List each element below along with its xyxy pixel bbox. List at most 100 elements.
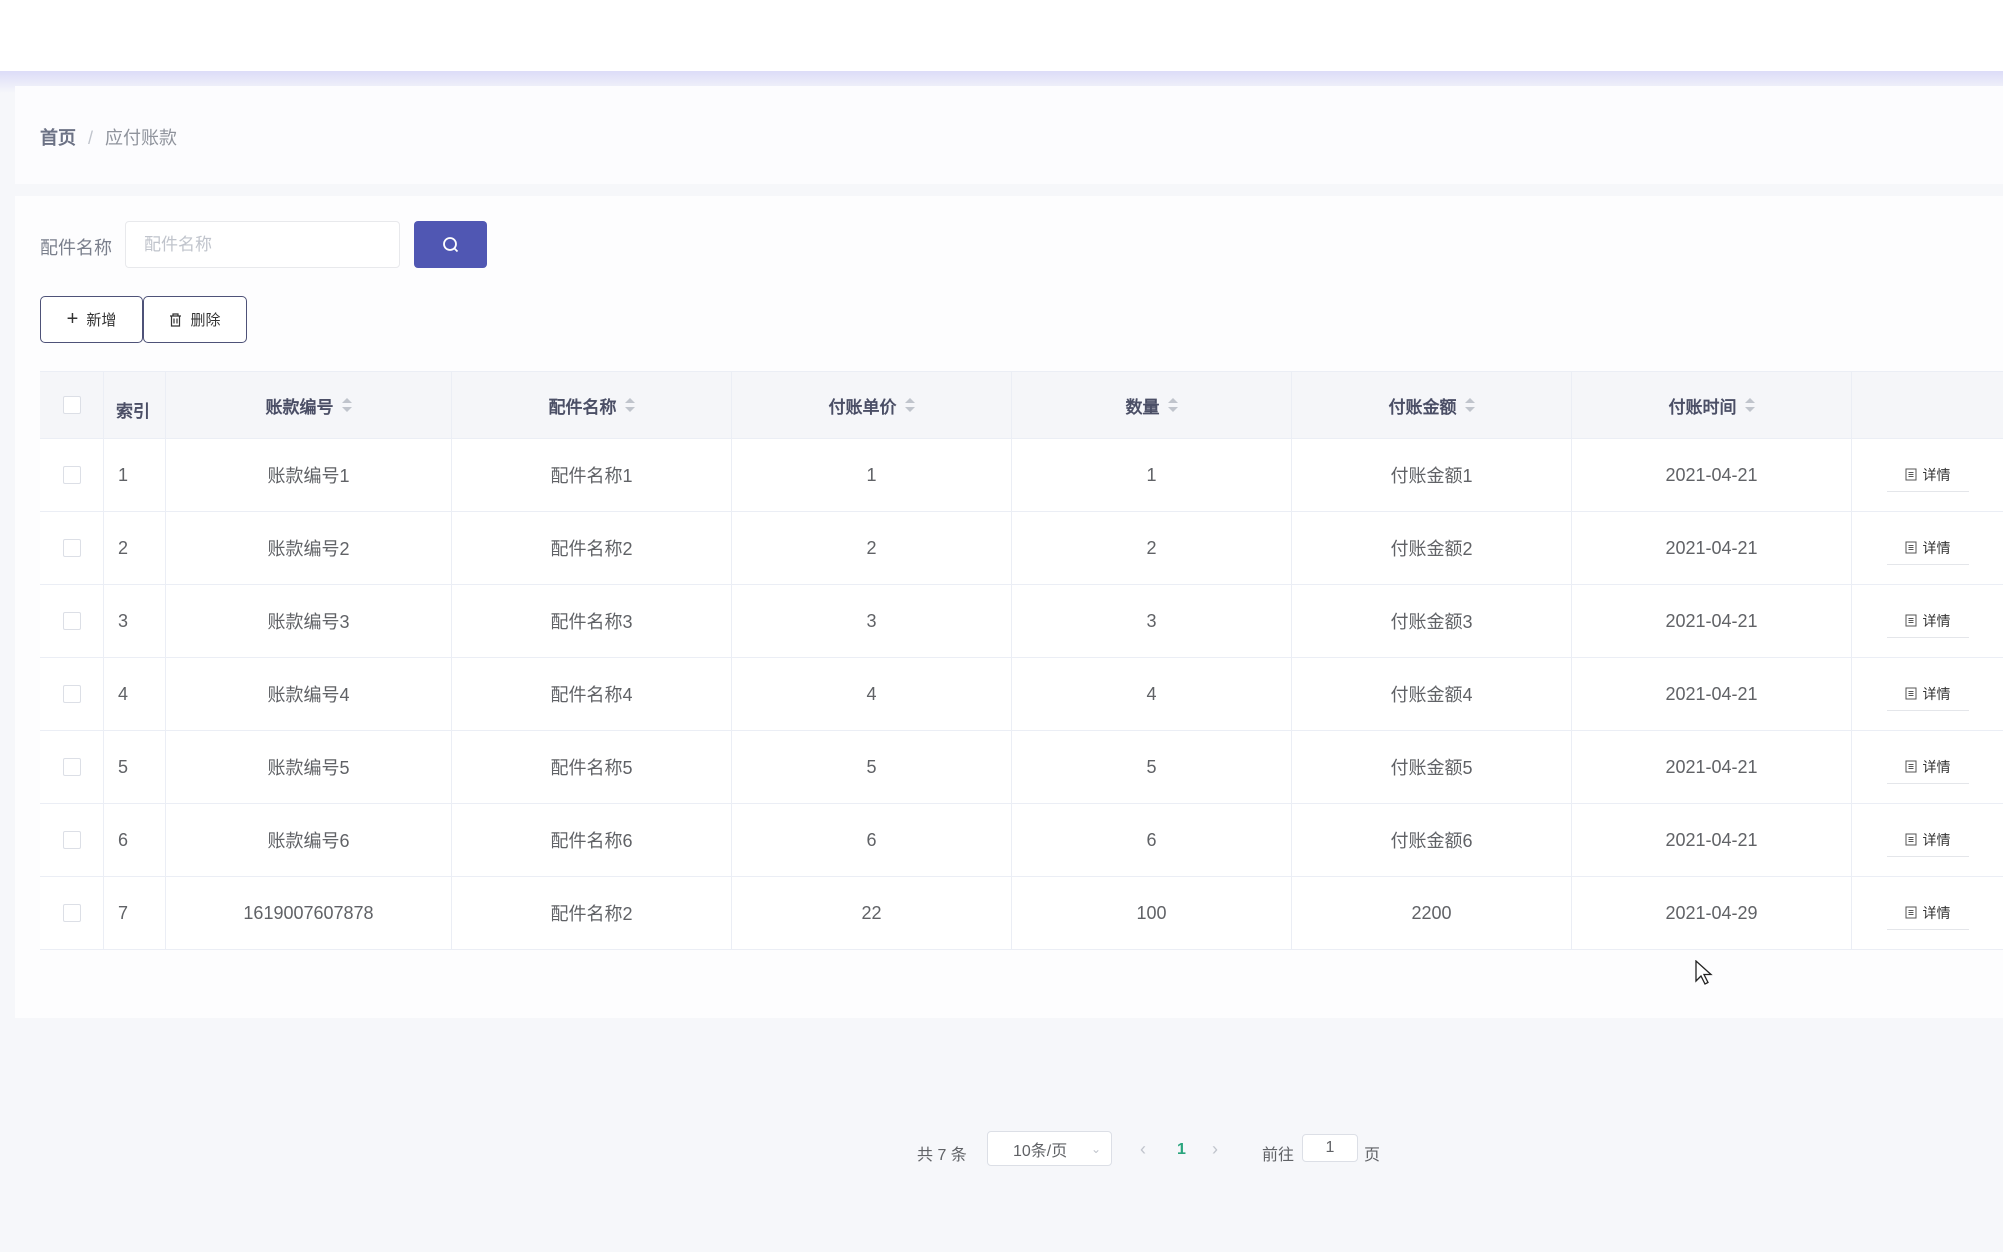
header-label: 付账单价 <box>828 397 897 417</box>
search-icon <box>442 236 458 252</box>
table-cell: 付账金额2 <box>1291 512 1571 584</box>
cell-text: 付账金额3 <box>1390 612 1473 632</box>
header-label: 配件名称 <box>548 397 617 417</box>
trash-icon <box>170 312 182 327</box>
header-label: 数量 <box>1125 397 1160 417</box>
document-icon <box>1905 687 1916 700</box>
cell-text: 账款编号4 <box>267 685 350 705</box>
detail-button[interactable]: 详情 <box>1886 824 1969 857</box>
table-cell: 配件名称6 <box>451 804 731 876</box>
header-cell[interactable]: 付账金额 <box>1291 372 1571 438</box>
cell-text: 账款编号2 <box>267 539 350 559</box>
table-cell: 账款编号1 <box>165 439 451 511</box>
table-row: 4 账款编号4 配件名称4 4 4 付账金额4 2021-04-21 详情 <box>40 658 2003 731</box>
sort-icon[interactable] <box>904 398 915 412</box>
sort-icon[interactable] <box>624 398 635 412</box>
table-row: 7 1619007607878 配件名称2 22 100 2200 2021-04-29 详情 <box>40 877 2003 950</box>
table-cell: 6 <box>103 804 165 876</box>
document-icon <box>1905 906 1916 919</box>
table-cell <box>40 439 103 511</box>
cell-text: 1 <box>866 464 877 485</box>
row-checkbox[interactable] <box>62 831 81 849</box>
breadcrumb-home[interactable]: 首页 <box>40 128 76 148</box>
select-all-checkbox[interactable] <box>62 396 81 414</box>
prev-page-icon[interactable]: ‹ <box>1140 1139 1146 1159</box>
page-number-current[interactable]: 1 <box>1177 1141 1186 1158</box>
detail-button[interactable]: 详情 <box>1886 605 1969 638</box>
header-label: 账款编号 <box>265 397 334 417</box>
table-row: 1 账款编号1 配件名称1 1 1 付账金额1 2021-04-21 详情 <box>40 439 2003 512</box>
next-page-icon[interactable]: › <box>1212 1139 1218 1159</box>
header-cell <box>1851 372 2003 438</box>
table-cell: 2 <box>1011 512 1291 584</box>
search-input[interactable] <box>125 221 400 268</box>
table-cell: 付账金额5 <box>1291 731 1571 803</box>
cell-text: 配件名称3 <box>550 612 633 632</box>
plus-icon: + <box>66 308 79 330</box>
cell-text: 22 <box>861 902 882 923</box>
table-cell: 详情 <box>1851 804 2003 876</box>
search-label: 配件名称 <box>40 238 112 258</box>
row-checkbox[interactable] <box>62 539 81 557</box>
table-cell: 账款编号3 <box>165 585 451 657</box>
row-checkbox[interactable] <box>62 612 81 630</box>
table-cell: 4 <box>731 658 1011 730</box>
detail-button[interactable]: 详情 <box>1886 459 1969 492</box>
row-checkbox[interactable] <box>62 758 81 776</box>
cell-text: 4 <box>866 683 877 704</box>
header-cell[interactable]: 付账时间 <box>1571 372 1851 438</box>
detail-button[interactable]: 详情 <box>1886 897 1969 930</box>
table-cell: 账款编号5 <box>165 731 451 803</box>
table-row: 3 账款编号3 配件名称3 3 3 付账金额3 2021-04-21 详情 <box>40 585 2003 658</box>
add-button[interactable]: + 新增 <box>40 296 143 343</box>
cell-text: 付账金额2 <box>1390 539 1473 559</box>
sort-icon[interactable] <box>1744 398 1755 412</box>
goto-page-input[interactable] <box>1302 1134 1358 1162</box>
table-cell: 2 <box>731 512 1011 584</box>
detail-button[interactable]: 详情 <box>1886 751 1969 784</box>
mouse-cursor-icon <box>1695 960 1713 985</box>
table-cell: 2 <box>103 512 165 584</box>
cell-text: 2021-04-29 <box>1665 902 1758 923</box>
sort-icon[interactable] <box>1464 398 1475 412</box>
detail-button[interactable]: 详情 <box>1886 678 1969 711</box>
table-cell: 详情 <box>1851 877 2003 949</box>
search-button[interactable] <box>414 221 487 268</box>
cell-text: 账款编号6 <box>267 831 350 851</box>
row-checkbox[interactable] <box>62 685 81 703</box>
header-cell[interactable]: 配件名称 <box>451 372 731 438</box>
header-cell[interactable]: 账款编号 <box>165 372 451 438</box>
table-cell: 配件名称2 <box>451 877 731 949</box>
cell-text: 配件名称2 <box>550 539 633 559</box>
page-size-select[interactable]: 10条/页 ⌄ <box>987 1131 1112 1166</box>
detail-label: 详情 <box>1922 904 1951 921</box>
detail-button[interactable]: 详情 <box>1886 532 1969 565</box>
row-checkbox[interactable] <box>62 466 81 484</box>
cell-text: 4 <box>1146 683 1157 704</box>
top-header <box>0 0 2003 71</box>
sort-icon[interactable] <box>341 398 352 412</box>
table-cell: 3 <box>731 585 1011 657</box>
cell-text: 2 <box>1146 537 1157 558</box>
detail-label: 详情 <box>1922 685 1951 702</box>
cell-text: 2021-04-21 <box>1665 610 1758 631</box>
cell-text: 3 <box>118 610 129 631</box>
sort-icon[interactable] <box>1167 398 1178 412</box>
table-cell <box>40 877 103 949</box>
cell-text: 2 <box>118 537 129 558</box>
table-cell: 详情 <box>1851 439 2003 511</box>
table-row: 6 账款编号6 配件名称6 6 6 付账金额6 2021-04-21 详情 <box>40 804 2003 877</box>
header-cell[interactable]: 数量 <box>1011 372 1291 438</box>
cell-text: 2200 <box>1411 902 1452 923</box>
header-cell[interactable]: 付账单价 <box>731 372 1011 438</box>
header-cell <box>40 372 103 438</box>
row-checkbox[interactable] <box>62 904 81 922</box>
chevron-down-icon: ⌄ <box>1090 1141 1101 1156</box>
table-cell: 3 <box>103 585 165 657</box>
delete-button[interactable]: 删除 <box>143 296 247 343</box>
document-icon <box>1905 541 1916 554</box>
cell-text: 付账金额4 <box>1390 685 1473 705</box>
table-cell: 账款编号6 <box>165 804 451 876</box>
cell-text: 配件名称1 <box>550 466 633 486</box>
table-cell: 账款编号2 <box>165 512 451 584</box>
